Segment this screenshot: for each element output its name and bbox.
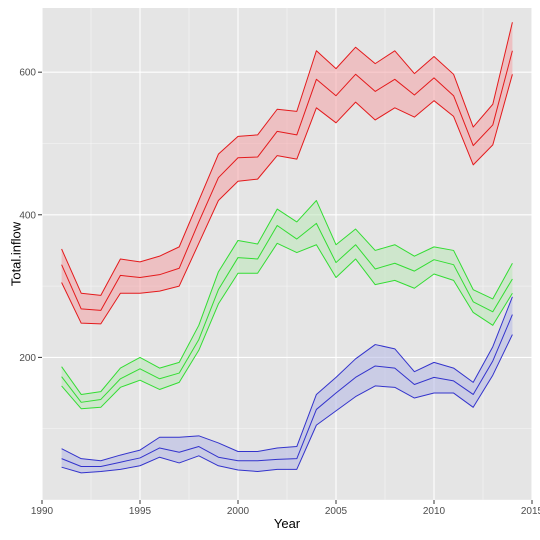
confidence-band [61, 22, 513, 324]
y-tick-label: 200 [19, 353, 36, 364]
series-line-upper [61, 296, 513, 462]
x-axis-ticks: 1990 1995 2000 2005 2010 2015 [31, 500, 540, 517]
x-tick-label: 2015 [521, 506, 540, 517]
x-tick-label: 2005 [325, 506, 348, 517]
series-line-lower [61, 242, 513, 410]
series-line-lower [61, 334, 513, 474]
x-tick-label: 1995 [129, 506, 152, 517]
confidence-band [61, 296, 513, 473]
x-tick-label: 2010 [423, 506, 446, 517]
series-1 [61, 22, 513, 325]
x-axis-title: Year [274, 516, 301, 531]
series-2 [61, 200, 513, 410]
series-line-mid [61, 50, 513, 311]
series-line-upper [61, 200, 513, 395]
series-line-mid [61, 314, 513, 467]
confidence-band [61, 200, 513, 409]
x-tick-label: 2000 [227, 506, 250, 517]
series-line-mid [61, 222, 513, 403]
y-axis-ticks: 200 400 600 [19, 68, 42, 364]
y-axis-title: Total.inflow [8, 221, 23, 286]
series-layer [61, 22, 513, 474]
series-3 [61, 296, 513, 474]
y-tick-label: 600 [19, 68, 36, 79]
series-line-upper [61, 22, 513, 296]
series-line-lower [61, 74, 513, 325]
x-tick-label: 1990 [31, 506, 54, 517]
y-tick-label: 400 [19, 210, 36, 221]
